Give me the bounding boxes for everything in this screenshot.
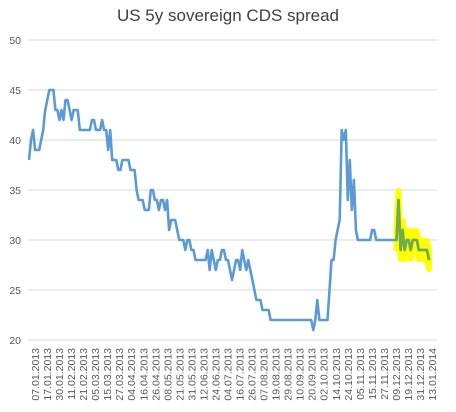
x-tick-label: 29.08.2013	[283, 348, 295, 401]
x-tick-label: 31.05.2013	[186, 348, 198, 401]
x-tick-label: 17.01.2013	[42, 348, 54, 401]
series-line-highlighted	[395, 198, 431, 261]
x-tick-label: 02.10.2013	[319, 348, 331, 401]
series-line	[27, 88, 431, 332]
y-tick-label: 45	[9, 85, 21, 97]
x-tick-label: 09.12.2013	[391, 348, 403, 401]
x-tick-label: 08.05.2013	[162, 348, 174, 401]
x-tick-label: 11.02.2013	[66, 348, 78, 400]
x-tick-label: 16.04.2013	[138, 348, 150, 401]
y-tick-label: 20	[9, 335, 21, 347]
x-tick-label: 05.03.2013	[90, 348, 102, 401]
x-tick-label: 12.06.2013	[198, 348, 210, 401]
y-axis: 20 25 30 35 40 45 50	[9, 35, 21, 347]
x-tick-label: 10.09.2013	[295, 348, 307, 401]
x-tick-label: 26.07.2013	[247, 348, 259, 401]
x-tick-label: 07.01.2013	[30, 348, 42, 401]
x-axis: 07.01.2013 17.01.2013 30.01.2013 11.02.2013…	[30, 348, 439, 401]
chart-title: US 5y sovereign CDS spread	[117, 6, 339, 25]
x-tick-label: 27.03.2013	[114, 348, 126, 401]
x-tick-label: 05.11.2013	[355, 348, 367, 400]
x-tick-label: 21.02.2013	[78, 348, 90, 401]
x-tick-label: 27.11.2013	[379, 348, 391, 400]
x-tick-label: 30.01.2013	[54, 348, 66, 401]
x-tick-label: 20.09.2013	[307, 348, 319, 401]
series-group	[27, 88, 431, 332]
x-tick-label: 13.01.2014	[427, 348, 439, 401]
x-tick-label: 31.12.2013	[415, 348, 427, 401]
y-tick-label: 50	[9, 35, 21, 47]
x-tick-label: 24.06.2013	[210, 348, 222, 401]
grid-lines	[28, 39, 437, 341]
y-tick-label: 30	[9, 235, 21, 247]
x-tick-label: 15.03.2013	[102, 348, 114, 401]
x-tick-label: 26.04.2013	[150, 348, 162, 401]
x-tick-label: 21.05.2013	[174, 348, 186, 401]
x-tick-label: 07.08.2013	[259, 348, 271, 401]
y-tick-label: 40	[9, 135, 21, 147]
y-tick-label: 25	[9, 285, 21, 297]
x-tick-label: 15.11.2013	[367, 348, 379, 400]
x-tick-label: 19.12.2013	[403, 348, 415, 401]
x-tick-label: 04.07.2013	[222, 348, 234, 401]
x-tick-label: 16.07.2013	[235, 348, 247, 401]
y-tick-label: 35	[9, 185, 21, 197]
x-tick-label: 19.08.2013	[271, 348, 283, 401]
x-tick-label: 24.10.2013	[343, 348, 355, 401]
x-tick-label: 04.04.2013	[126, 348, 138, 401]
x-tick-label: 14.10.2013	[331, 348, 343, 401]
